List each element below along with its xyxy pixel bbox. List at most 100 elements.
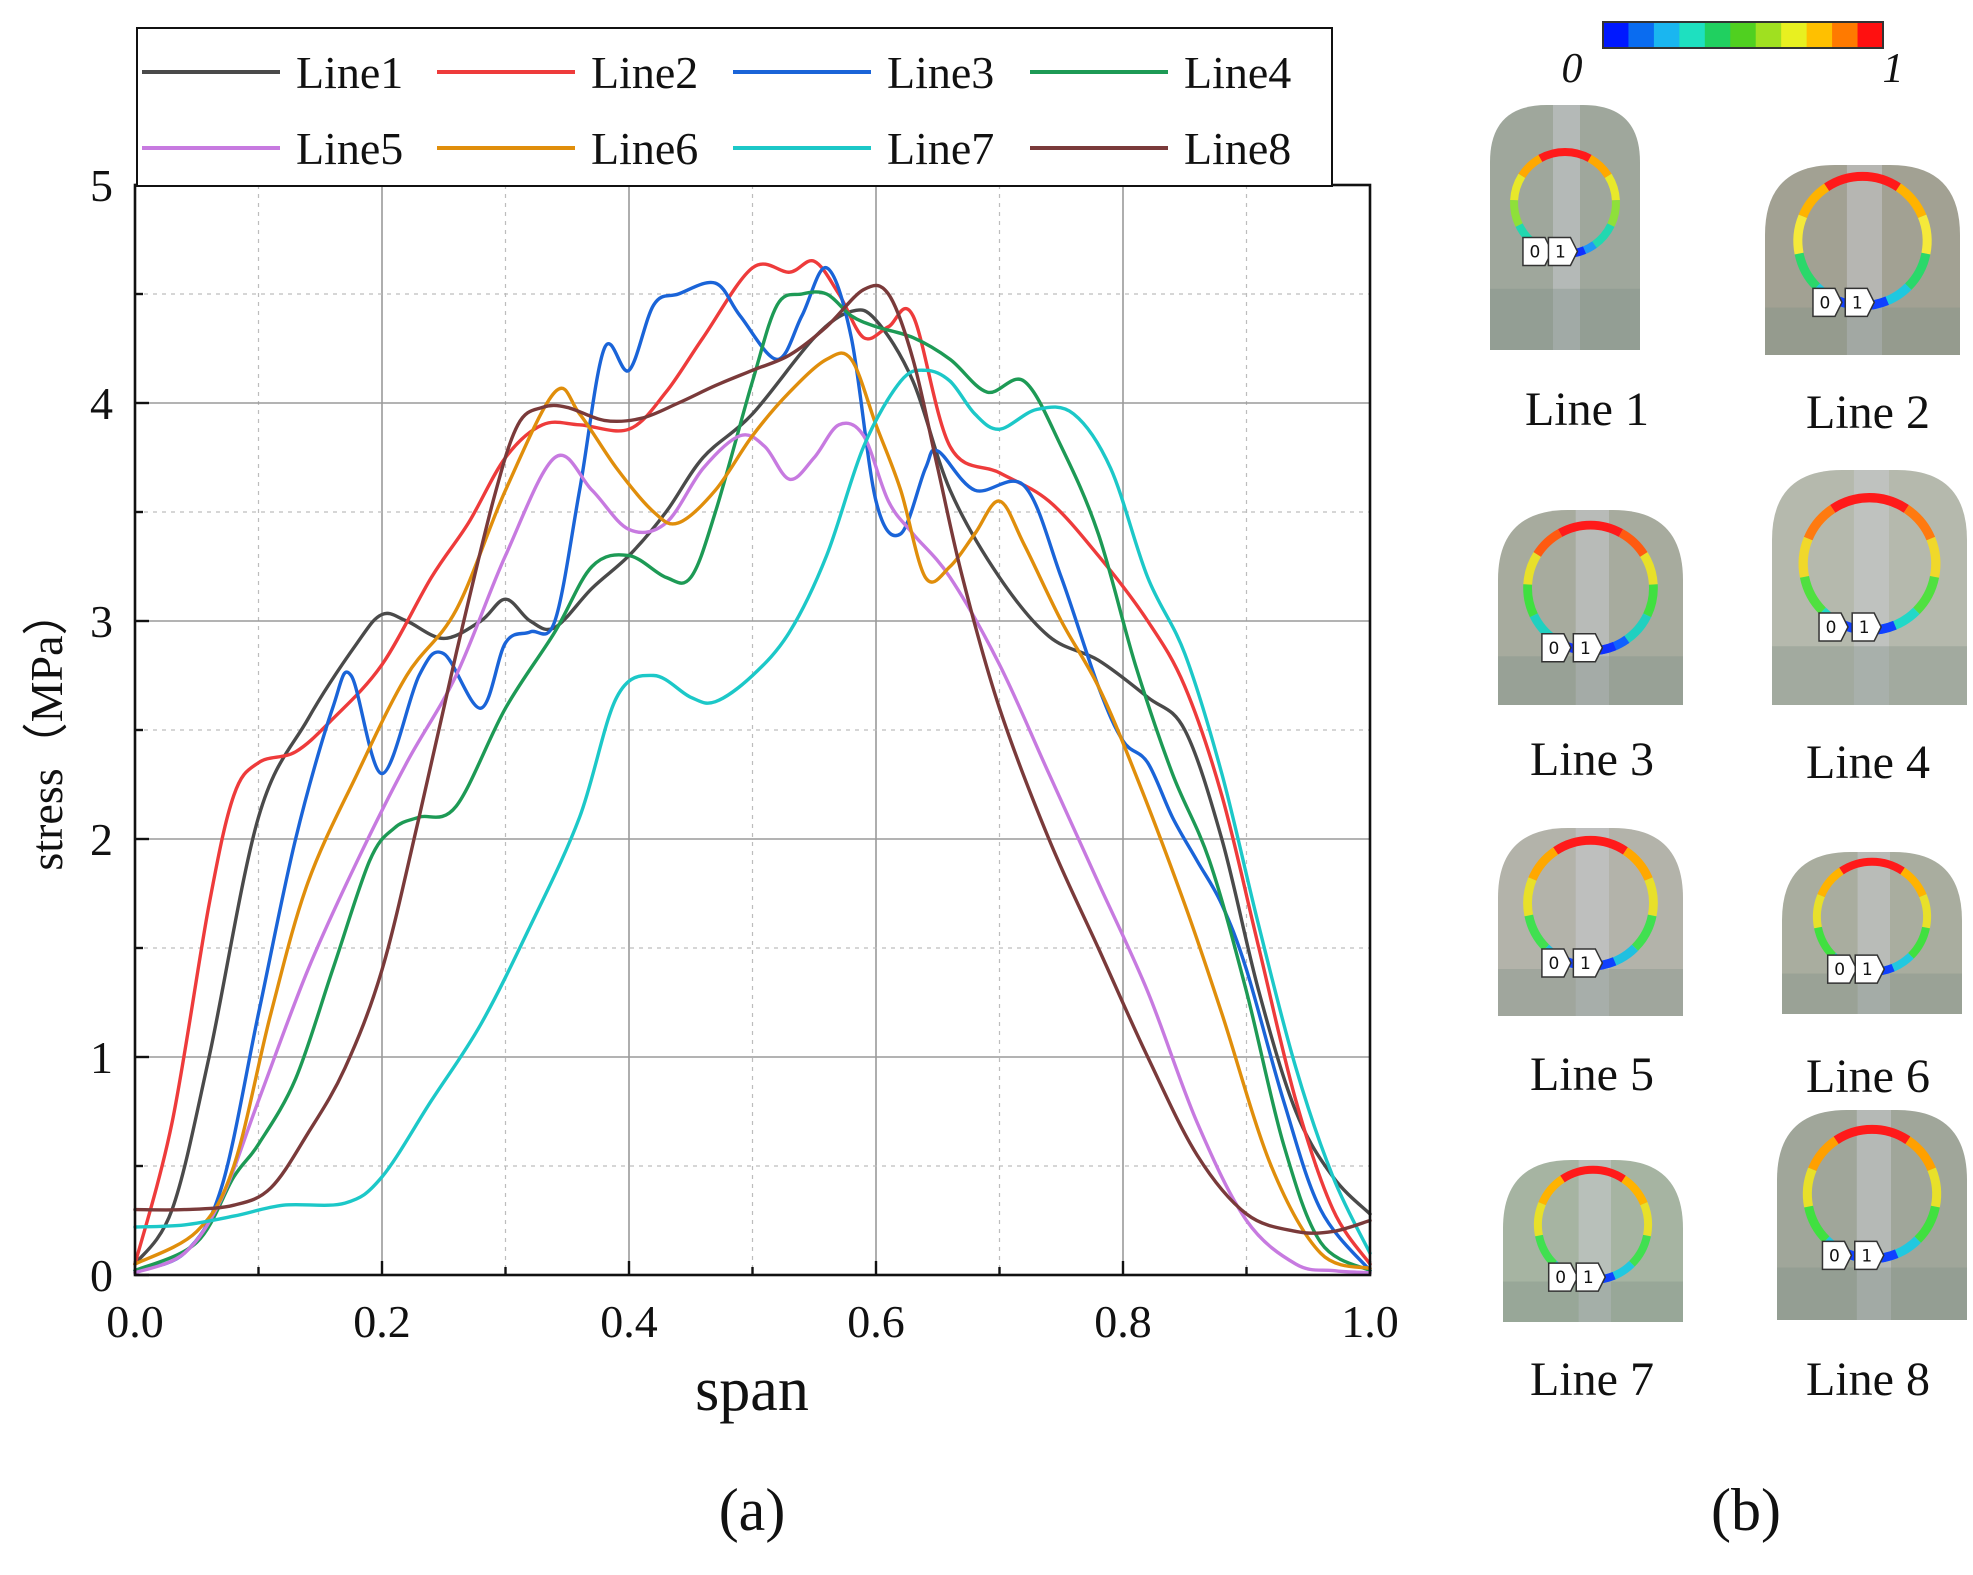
x-tick-label: 0.4 — [600, 1296, 658, 1347]
colorbar-cell — [1679, 22, 1706, 48]
ring-segment — [1869, 493, 1909, 513]
marker-0-text: 0 — [1548, 639, 1559, 659]
colorbar-cell — [1755, 22, 1782, 48]
marker-0: 0 — [1547, 1262, 1579, 1292]
y-tick-label: 0 — [90, 1250, 113, 1301]
colorbar-cell — [1603, 22, 1629, 48]
colorbar-cell — [1628, 22, 1655, 48]
thumbnail-label: Line 7 — [1530, 1353, 1654, 1406]
marker-0-shape — [1541, 948, 1572, 978]
marker-1-shape — [1851, 612, 1883, 642]
marker-1-text: 1 — [1859, 618, 1870, 638]
thumbnail-label: Line 4 — [1806, 736, 1930, 789]
y-tick-label: 3 — [90, 596, 113, 647]
x-tick-label: 0.8 — [1094, 1296, 1152, 1347]
marker-0: 0 — [1821, 1240, 1853, 1271]
ring-segment — [1533, 529, 1563, 558]
x-axis-title: span — [695, 1356, 809, 1424]
ring-segment — [1914, 1205, 1940, 1243]
ring-segment — [1798, 183, 1830, 219]
ring-segment — [1587, 154, 1612, 179]
legend-label-line2: Line2 — [591, 47, 698, 98]
marker-0: 0 — [1541, 633, 1572, 663]
thumbnail-pipe — [1575, 828, 1609, 1016]
thumbnail-label: Line 5 — [1530, 1048, 1654, 1101]
series-line-line2 — [133, 259, 1372, 1266]
marker-1: 1 — [1572, 948, 1604, 978]
legend: Line1 Line2 Line3 Line4 Line5 Line6 Line7 Line8 — [136, 27, 1333, 187]
ring-segment — [1510, 173, 1526, 201]
marker-1-shape — [1575, 1262, 1607, 1292]
legend-label-line7: Line7 — [887, 123, 994, 174]
series-line-line3 — [133, 266, 1372, 1273]
ring-segment — [1557, 520, 1591, 537]
ring-segment — [1907, 926, 1930, 959]
series-line-line8 — [133, 283, 1372, 1235]
ring-segment — [1862, 171, 1901, 192]
ring-segment — [1553, 835, 1591, 855]
marker-0: 0 — [1826, 954, 1858, 984]
ring-segment — [1640, 1202, 1653, 1237]
series-line-line7 — [133, 368, 1372, 1255]
y-tick-label: 4 — [90, 378, 113, 429]
marker-1-text: 1 — [1580, 954, 1591, 974]
ring-segment — [1904, 252, 1931, 290]
ring-segment — [1927, 1167, 1942, 1208]
thumbnail-pipe — [1857, 852, 1890, 1014]
thumbnail-base — [1490, 288, 1640, 350]
marker-0: 0 — [1812, 287, 1843, 318]
marker-0-text: 0 — [1829, 1246, 1840, 1266]
marker-0-text: 0 — [1826, 618, 1837, 638]
ring-segment — [1523, 877, 1537, 917]
x-tick-label: 0.2 — [353, 1296, 411, 1347]
ring-segment — [1523, 584, 1538, 618]
marker-1: 1 — [1851, 612, 1883, 642]
legend-label-line5: Line5 — [296, 123, 403, 174]
ring-segment — [1590, 835, 1628, 855]
ring-segment — [1618, 529, 1648, 558]
ring-segment — [1607, 199, 1620, 227]
ring-segment — [1590, 520, 1624, 537]
legend-label-line3: Line3 — [887, 47, 994, 98]
marker-1-shape — [1572, 633, 1604, 663]
thumbnail-label: Line 8 — [1806, 1353, 1930, 1406]
marker-1-text: 1 — [1580, 639, 1591, 659]
marker-1-shape — [1854, 954, 1886, 984]
colorbar-cell — [1857, 22, 1884, 48]
marker-1-text: 1 — [1861, 1246, 1872, 1266]
marker-0-shape — [1818, 612, 1849, 642]
x-tick-label: 0.0 — [106, 1296, 164, 1347]
ring-segment — [1624, 613, 1652, 643]
y-tick-label: 2 — [90, 814, 113, 865]
thumbnail-base — [1777, 1267, 1967, 1320]
ring-segment — [1643, 584, 1658, 618]
marker-0-shape — [1821, 1240, 1853, 1271]
marker-0-shape — [1547, 1262, 1579, 1292]
ring-segment — [1802, 1167, 1817, 1208]
marker-1: 1 — [1844, 287, 1876, 318]
ring-segment — [1919, 894, 1932, 929]
marker-1-shape — [1854, 1240, 1885, 1271]
ring-segment — [1926, 536, 1941, 578]
thumbnail-pipe — [1578, 1160, 1611, 1322]
colorbar-max-label: 1 — [1883, 46, 1904, 92]
ring-segment — [1871, 1124, 1911, 1145]
thumbnail-base — [1498, 656, 1683, 705]
thumbnail-label: Line 6 — [1806, 1050, 1930, 1103]
ring-segment — [1528, 847, 1559, 881]
x-tick-label: 1.0 — [1341, 1296, 1399, 1347]
panel-b-label: (b) — [1711, 1477, 1781, 1543]
colorbar-cell — [1730, 22, 1757, 48]
ring-segment — [1808, 1136, 1839, 1172]
y-tick-label: 5 — [90, 160, 113, 211]
ring-segment — [1917, 214, 1932, 255]
ring-segment — [1839, 857, 1873, 875]
marker-0-shape — [1812, 287, 1843, 318]
